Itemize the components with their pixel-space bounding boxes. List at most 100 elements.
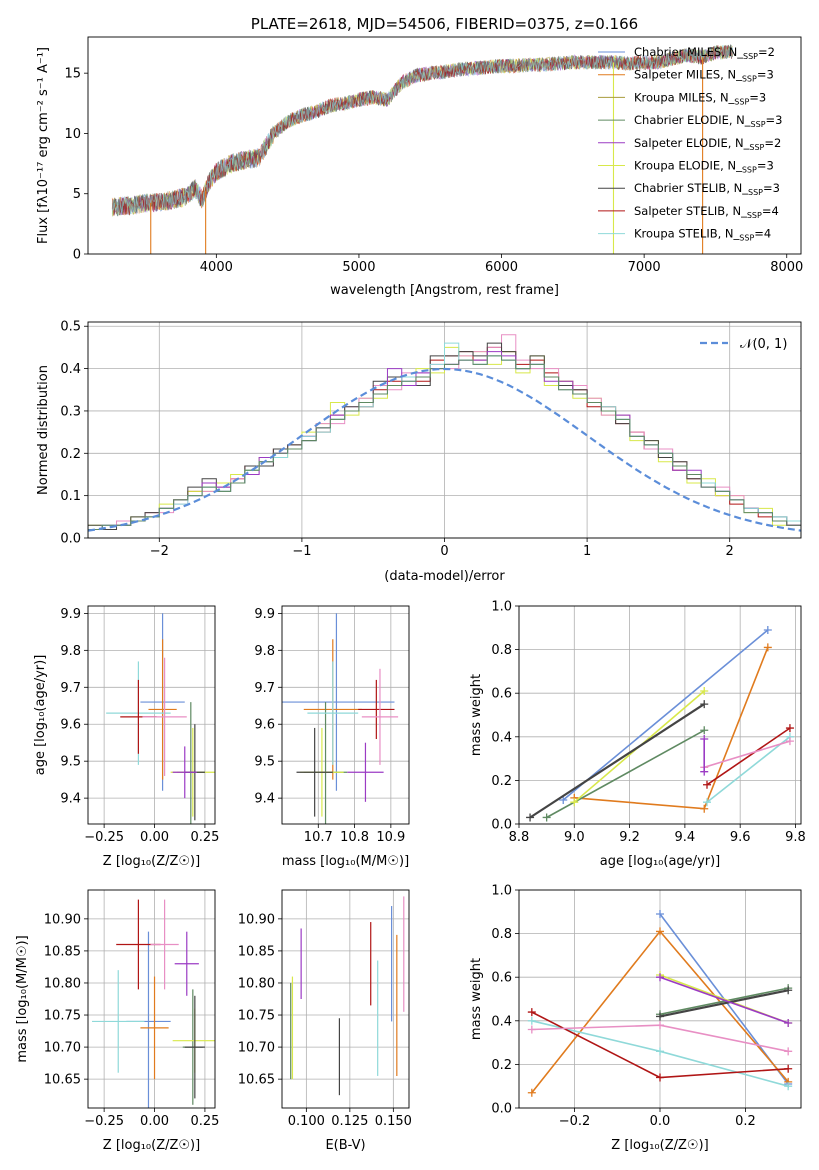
weight-marker <box>527 1016 536 1025</box>
x-tick-label: 9.4 <box>675 830 696 845</box>
y-tick-label: 15 <box>64 67 81 82</box>
y-tick-label: 9.7 <box>254 681 275 696</box>
weight-marker <box>763 643 772 652</box>
chart-title: PLATE=2618, MJD=54506, FIBERID=0375, z=0… <box>251 15 638 33</box>
weight-marker <box>700 767 709 776</box>
error-bars <box>106 613 215 824</box>
y-tick-label: 10 <box>64 127 81 142</box>
y-tick-label: 10.85 <box>238 944 275 959</box>
weight-marker <box>527 1025 536 1034</box>
axes-frame <box>281 605 410 825</box>
weight-marker <box>785 737 794 746</box>
y-tick-label: 0.0 <box>491 818 512 833</box>
normal-curve <box>88 367 801 532</box>
y-axis-label: mass weight <box>469 674 484 756</box>
legend-subscript: SSP <box>748 188 763 197</box>
histogram-step <box>88 355 801 538</box>
y-tick-label: 9.4 <box>60 792 81 807</box>
weight-marker <box>527 1088 536 1097</box>
weight-lines <box>526 625 794 822</box>
x-tick-label: 0.00 <box>140 830 169 845</box>
weight-line <box>529 703 705 819</box>
y-tick-label: 10.90 <box>44 912 81 927</box>
z-weight-panel: −0.2 0.0 0.2 0.0 0.2 0.4 0.6 0.8 1.0 Z [log₁₀(Z/Z… <box>469 884 802 1153</box>
legend-subscript: SSP <box>749 143 764 152</box>
legend-entry: Kroupa STELIB, N_SSP=4 <box>634 227 771 243</box>
legend-entry: Chabrier ELODIE, N_SSP=3 <box>634 113 782 129</box>
x-tick-label: 0.125 <box>331 1114 368 1129</box>
x-tick-label: −0.25 <box>84 1114 124 1129</box>
x-tick-label: 0.25 <box>190 1114 219 1129</box>
legend-subscript: SSP <box>742 166 757 175</box>
axes-frame <box>518 889 802 1109</box>
y-tick-label: 0.8 <box>491 927 512 942</box>
weight-marker <box>700 734 709 743</box>
x-tick-label: 0.25 <box>190 830 219 845</box>
x-tick-label: 4000 <box>200 260 233 275</box>
weight-line <box>574 647 769 810</box>
x-tick-label: 9.2 <box>619 830 640 845</box>
weight-line <box>562 629 769 801</box>
y-tick-label: 10.65 <box>44 1073 81 1088</box>
y-tick-label: 0.8 <box>491 643 512 658</box>
x-axis-label: Z [log₁₀(Z/Z☉)] <box>103 1138 200 1153</box>
weight-marker <box>656 1012 664 1021</box>
x-tick-label: 0.150 <box>375 1114 412 1129</box>
y-tick-label: 9.4 <box>254 792 275 807</box>
weight-marker <box>700 726 709 735</box>
y-tick-label: 1.0 <box>491 884 512 899</box>
y-tick-label: 10.65 <box>238 1073 275 1088</box>
y-axis-label: age [log₁₀(age/yr)] <box>33 655 48 776</box>
axes-frame <box>87 889 216 1109</box>
weight-marker <box>527 1008 536 1017</box>
x-tick-label: −0.2 <box>559 1114 591 1129</box>
y-tick-label: 10.90 <box>238 912 275 927</box>
legend-subscript: SSP <box>751 120 766 129</box>
y-tick-label: 0.4 <box>491 730 512 745</box>
y-tick-label: 10.75 <box>238 1009 275 1024</box>
legend-count: =2 <box>758 45 775 59</box>
weight-line <box>706 727 791 786</box>
residual-panel: −2 −1 0 1 2 0.0 0.1 0.2 0.3 0.4 0.5 𝒩(0, 1) (data-mo… <box>36 320 802 584</box>
x-axis-label: (data-model)/error <box>384 569 505 584</box>
legend-count: =3 <box>763 181 780 195</box>
axes-frame <box>87 36 802 255</box>
weight-line <box>706 736 791 803</box>
x-tick-label: 0.00 <box>140 1114 169 1129</box>
x-tick-label: 10.9 <box>376 830 405 845</box>
y-tick-label: 9.8 <box>60 644 81 659</box>
weight-marker <box>703 780 711 789</box>
error-bars <box>282 613 399 824</box>
legend-subscript: SSP <box>742 75 757 84</box>
y-tick-label: 10.85 <box>44 944 81 959</box>
x-tick-label: 2 <box>726 544 734 559</box>
y-tick-label: 9.9 <box>60 607 81 622</box>
weight-marker <box>656 927 664 936</box>
weight-marker <box>656 973 664 982</box>
x-axis-label: Z [log₁₀(Z/Z☉)] <box>103 854 200 869</box>
error-bars <box>290 896 405 1096</box>
spectrum-panel: 4000 5000 6000 7000 8000 0 5 10 15 PLATE=2618, MJ… <box>36 15 803 298</box>
x-tick-label: 7000 <box>628 260 661 275</box>
z-age-panel: −0.25 0.00 0.25 9.4 9.5 9.6 9.7 9.8 9.9 Z [log₁₀(… <box>33 605 219 869</box>
y-tick-label: 9.5 <box>254 755 275 770</box>
z-mass-panel: −0.25 0.00 0.25 10.65 10.70 10.75 10.80 10.85 10… <box>15 889 219 1153</box>
y-tick-label: 10.75 <box>44 1009 81 1024</box>
x-tick-label: 8000 <box>770 260 803 275</box>
x-tick-label: 0 <box>440 544 448 559</box>
y-tick-label: 0.1 <box>60 489 81 504</box>
x-axis-label: Z [log₁₀(Z/Z☉)] <box>611 1138 708 1153</box>
axes-frame <box>518 605 802 825</box>
y-tick-label: 9.7 <box>60 681 81 696</box>
weight-marker <box>570 798 579 807</box>
legend-entry: Chabrier MILES, N_SSP=2 <box>634 45 775 61</box>
weight-marker <box>526 813 535 822</box>
x-tick-label: −2 <box>150 544 169 559</box>
x-tick-label: −1 <box>292 544 311 559</box>
legend-entry: Kroupa ELODIE, N_SSP=3 <box>634 159 774 175</box>
weight-line <box>659 976 789 1024</box>
legend-entry: Salpeter MILES, N_SSP=3 <box>634 68 774 84</box>
legend-count: =3 <box>766 113 783 127</box>
weight-marker <box>656 1073 664 1082</box>
legend-entry: Salpeter STELIB, N_SSP=4 <box>634 204 779 220</box>
